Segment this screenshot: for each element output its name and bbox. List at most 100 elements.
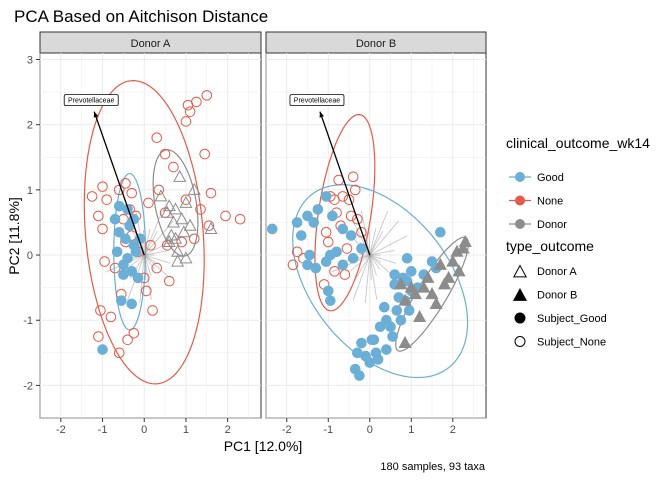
point-donor-b	[408, 287, 422, 300]
x-tick-label: 0	[141, 424, 147, 436]
loading-ray	[143, 254, 152, 276]
point-subject-good	[370, 347, 382, 359]
loading-ray	[143, 254, 152, 300]
point-subject-none	[352, 213, 363, 225]
point-subject-good	[374, 321, 386, 333]
y-axis-label: PC2 [11.8%]	[6, 197, 22, 275]
point-subject-good	[111, 246, 123, 258]
loading-ray	[143, 254, 169, 278]
point-donor-a	[162, 234, 176, 248]
point-donor-a	[204, 221, 218, 234]
point-donor-b	[429, 296, 443, 309]
ellipse-none	[83, 79, 205, 385]
point-subject-none	[122, 334, 133, 346]
loading-ray	[360, 210, 371, 256]
facet-label-donor-b: Donor B	[356, 38, 396, 50]
y-tick-label: 3	[27, 55, 33, 67]
x-ticks-donor-b: -2 -1 0 1 2	[282, 418, 456, 436]
point-donor-a	[168, 231, 183, 244]
y-axis-ticks: -2 -1 0 1 2 3	[23, 55, 40, 392]
legend-label-subject-none: Subject_None	[537, 337, 606, 349]
loading-ray	[368, 230, 371, 256]
point-donor-b	[456, 241, 470, 254]
legend-label-donor-b: Donor B	[537, 290, 577, 302]
point-subject-good	[347, 253, 359, 264]
point-subject-good	[312, 204, 324, 215]
point-subject-good	[327, 210, 338, 222]
loading-ray	[369, 254, 397, 264]
point-donor-a	[173, 169, 187, 182]
point-subject-good	[320, 256, 332, 267]
point-donor-b	[437, 277, 452, 290]
arrow-label-box	[289, 94, 345, 107]
point-donor-b	[398, 335, 412, 349]
point-subject-good	[356, 243, 367, 254]
point-subject-none	[234, 213, 246, 225]
point-donor-a	[175, 212, 189, 225]
arrow-label: Prevotellaceae	[68, 98, 114, 105]
point-subject-none	[168, 161, 179, 173]
y-tick-label: 0	[27, 250, 33, 262]
loading-ray	[369, 228, 377, 256]
legend-label-subject-good: Subject_Good	[537, 313, 607, 325]
loading-ray	[144, 235, 182, 256]
legend-key-dot	[515, 219, 525, 229]
loading-ray	[369, 230, 384, 256]
x-tick-label: 2	[225, 424, 231, 436]
point-subject-none	[99, 256, 110, 267]
x-tick-label: 0	[367, 424, 373, 436]
y-tick-label: 1	[27, 185, 33, 197]
point-subject-none	[188, 233, 200, 245]
legend-key-triangle	[512, 287, 528, 301]
arrow-label-box	[63, 94, 119, 107]
point-donor-b	[394, 277, 408, 290]
point-subject-good	[132, 272, 144, 284]
loading-ray	[355, 254, 371, 279]
point-subject-none	[322, 236, 334, 248]
point-subject-good	[401, 253, 413, 264]
point-subject-good	[295, 230, 307, 241]
x-tick-label: 1	[183, 424, 189, 436]
point-subject-good	[337, 223, 349, 235]
loading-arrow	[319, 111, 371, 256]
point-subject-good	[364, 357, 376, 368]
point-subject-good	[354, 370, 365, 381]
x-ticks-donor-a: -2 -1 0 1 2	[56, 418, 231, 436]
point-donor-a	[166, 215, 180, 228]
point-subject-good	[109, 213, 121, 225]
point-subject-good	[331, 246, 342, 258]
point-subject-none	[95, 305, 106, 316]
caption: 180 samples, 93 taxa	[380, 461, 485, 473]
point-subject-none	[341, 243, 353, 254]
point-subject-none	[337, 191, 349, 202]
point-subject-none	[101, 194, 113, 205]
point-donor-b	[446, 254, 460, 267]
point-subject-good	[97, 344, 108, 355]
legend-label-good: Good	[537, 172, 564, 184]
point-subject-none	[141, 285, 152, 297]
point-donor-b	[417, 280, 431, 293]
y-tick-label: 2	[27, 120, 33, 132]
point-subject-none	[339, 269, 351, 280]
point-subject-good	[308, 217, 320, 228]
point-subject-good	[405, 266, 417, 277]
point-subject-none	[86, 191, 98, 202]
point-subject-good	[116, 295, 127, 306]
point-subject-good	[389, 269, 400, 280]
point-subject-good	[126, 298, 138, 310]
point-subject-none	[347, 171, 359, 183]
x-tick-label: 2	[450, 424, 456, 436]
arrow-donor-b: Prevotellaceae	[289, 94, 371, 256]
point-donor-a	[179, 251, 193, 264]
point-subject-none	[356, 226, 367, 238]
point-subject-none	[320, 226, 332, 238]
point-subject-none	[147, 305, 158, 316]
point-subject-good	[387, 331, 398, 342]
point-subject-good	[120, 233, 131, 245]
point-subject-none	[145, 239, 156, 251]
point-subject-none	[184, 106, 196, 117]
legend: clinical_outcome_wk14 Good None Donor type…	[506, 135, 650, 349]
x-tick-label: 1	[408, 424, 414, 436]
point-donor-a	[183, 218, 197, 231]
